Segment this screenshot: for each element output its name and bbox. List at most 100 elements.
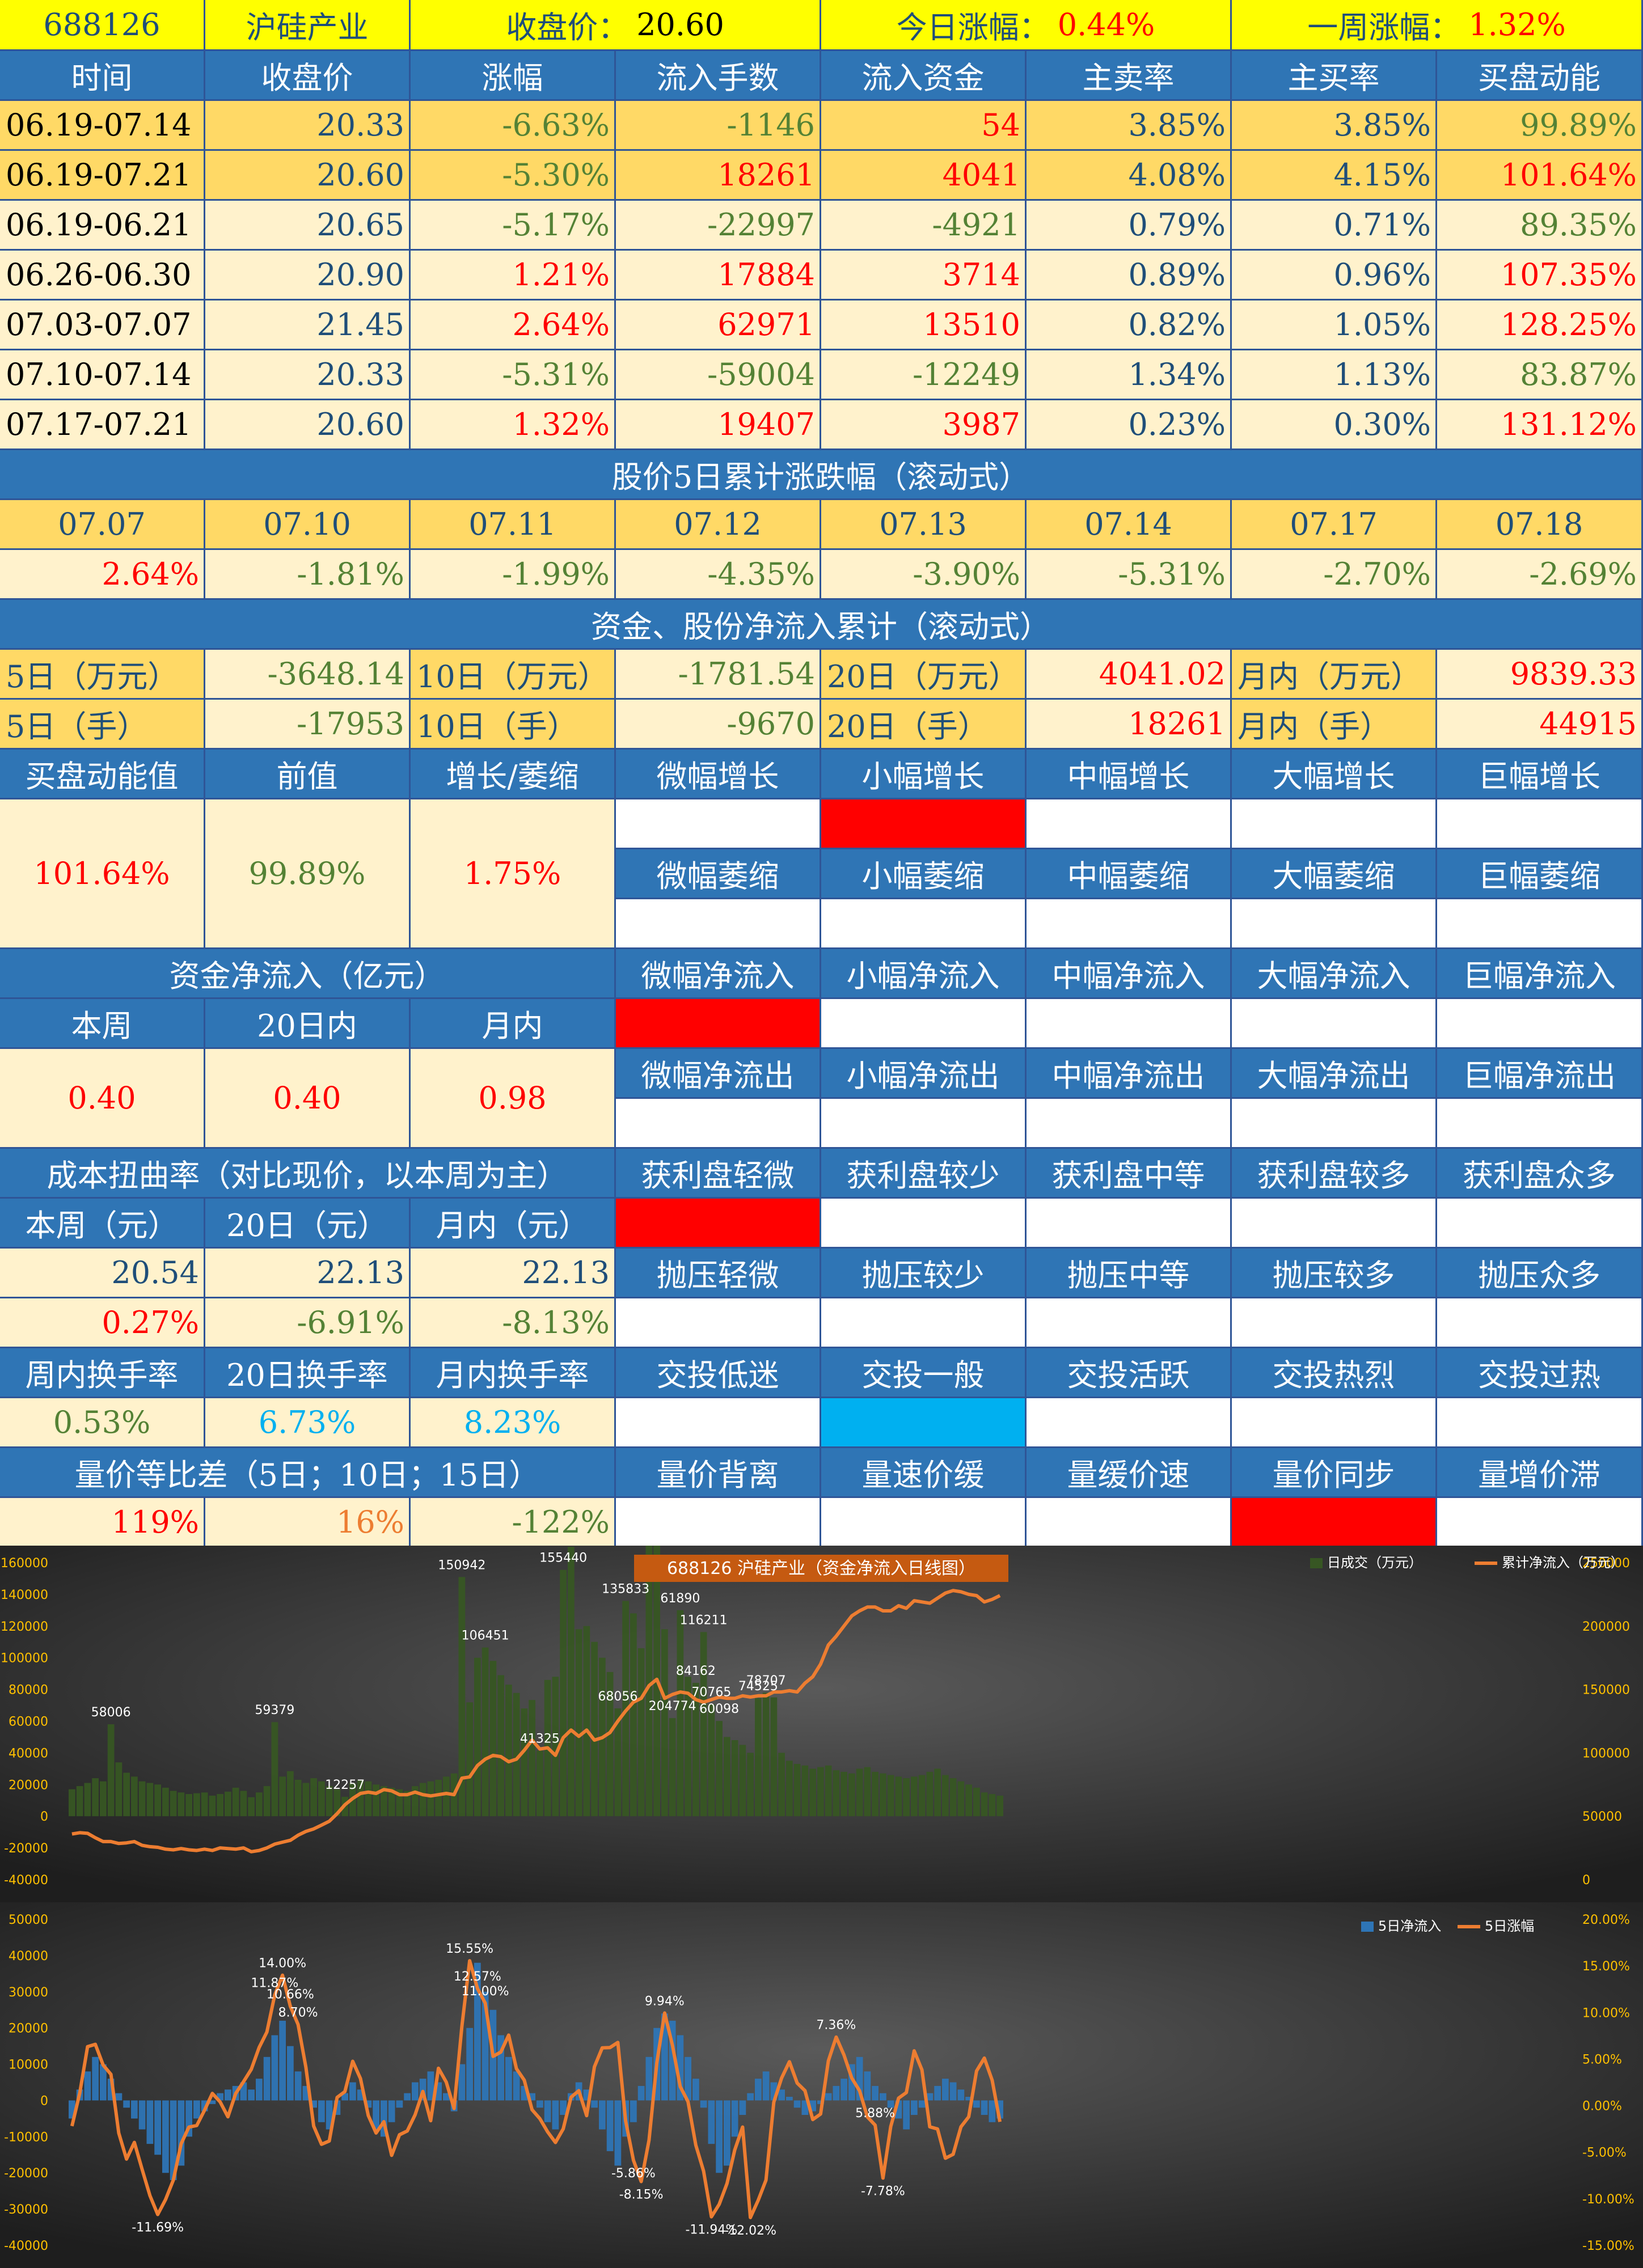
profit-scale-indicator	[1232, 1199, 1437, 1249]
outflow-scale-indicator	[1232, 1099, 1437, 1149]
vpr-scale-indicator	[616, 1498, 821, 1548]
bar-mark	[724, 2100, 730, 2166]
bar-mark	[209, 2100, 216, 2104]
turnover-scale-indicator	[1027, 1398, 1232, 1448]
bar-mark	[669, 1718, 676, 1817]
bar-mark	[256, 2079, 263, 2101]
bar-mark	[201, 2100, 208, 2112]
bar-mark	[318, 1781, 325, 1817]
bar-mark	[287, 1771, 294, 1817]
bar-mark	[435, 2082, 442, 2101]
column-header: 时间	[0, 51, 205, 101]
bar-mark	[809, 1768, 816, 1817]
bar-mark	[599, 2100, 606, 2130]
table-cell: 20.33	[205, 350, 411, 400]
table-cell: 0.82%	[1027, 301, 1232, 350]
table-row: 06.26-06.30 20.90 1.21% 17884 3714 0.89% 0.96%…	[0, 251, 1643, 301]
bar-mark	[69, 1789, 75, 1817]
bar-mark	[170, 1791, 177, 1817]
inflow-scale-label: 中幅净流入	[1027, 949, 1232, 999]
bar-mark	[333, 1789, 341, 1817]
y-left-tick: 0	[40, 2094, 48, 2108]
fund-value: 0.98	[411, 1049, 616, 1149]
netflow-value: -3648.14	[205, 650, 411, 700]
inflow-scale-indicator	[1232, 999, 1437, 1049]
bar-mark	[209, 1795, 216, 1817]
table-cell: 1.13%	[1232, 350, 1437, 400]
y-right-tick: -15.00%	[1582, 2239, 1634, 2253]
data-label: 59379	[255, 1703, 294, 1717]
pressure-scale-label: 抛压中等	[1027, 1249, 1232, 1298]
cost-rate: -6.91%	[205, 1298, 411, 1348]
bar-mark	[302, 1783, 310, 1817]
data-label: 155440	[539, 1551, 587, 1565]
pressure-scale-label: 抛压较少	[821, 1249, 1027, 1298]
bar-mark	[770, 2082, 778, 2101]
bar-mark	[357, 1779, 364, 1817]
table-header-row: 时间 收盘价 涨幅 流入手数 流入资金 主卖率 主买率 买盘动能	[0, 51, 1643, 101]
profit-scale-label: 获利盘众多	[1437, 1149, 1643, 1199]
bar-mark	[412, 2082, 419, 2101]
table-cell: 07.03-07.07	[0, 301, 205, 350]
table-cell: 20.90	[205, 251, 411, 301]
momentum-header: 买盘动能值	[0, 750, 205, 799]
table-cell: 0.79%	[1027, 201, 1232, 251]
y-left-tick: -40000	[4, 1873, 48, 1888]
fund-flow-chart: 160000 140000 120000 100000 80000 60000 40000 2…	[0, 1546, 1643, 1902]
turnover-header: 20日换手率	[205, 1348, 411, 1398]
bar-mark	[560, 2100, 567, 2115]
netflow-title-row: 资金、股份净流入累计（滚动式）	[0, 600, 1643, 650]
bar-mark	[466, 2028, 473, 2101]
bar-mark	[443, 2093, 450, 2101]
netflow-label: 5日（万元）	[0, 650, 205, 700]
y-left-tick: 160000	[1, 1556, 48, 1571]
bar-mark	[294, 1779, 302, 1817]
column-header: 主卖率	[1027, 51, 1232, 101]
data-label: 5.88%	[855, 2106, 895, 2121]
bar-mark	[170, 2100, 177, 2180]
rolling-title-row: 股价5日累计涨跌幅（滚动式）	[0, 450, 1643, 500]
turnover-scale-label: 交投低迷	[616, 1348, 821, 1398]
bar-mark	[154, 1784, 161, 1817]
data-label: 70765	[691, 1685, 731, 1699]
shrink-scale-indicator	[1232, 899, 1437, 949]
cost-rate: 0.27%	[0, 1298, 205, 1348]
bar-mark	[263, 1786, 271, 1817]
rolling-date: 07.18	[1437, 500, 1643, 550]
bar-mark	[637, 2085, 645, 2101]
bar-mark	[786, 2097, 793, 2101]
table-cell: 20.65	[205, 201, 411, 251]
bar-mark	[240, 2082, 247, 2101]
bar-mark	[217, 1794, 223, 1817]
table-row: 06.19-07.21 20.60 -5.30% 18261 4041 4.08% 4.15…	[0, 151, 1643, 201]
legend-swatch	[1361, 1922, 1374, 1932]
bar-mark	[76, 1786, 83, 1817]
bar-mark	[848, 1773, 855, 1817]
bar-mark	[996, 2100, 1003, 2119]
shrink-scale-label: 微幅萎缩	[616, 849, 821, 899]
y-left-tick: 50000	[9, 1913, 48, 1927]
legend-entry: 累计净流入（万元）	[1502, 1555, 1624, 1571]
bar-mark	[162, 2100, 169, 2173]
turnover-scale-indicator	[1437, 1398, 1643, 1448]
shrink-scale-indicator	[1027, 899, 1232, 949]
table-cell: 1.05%	[1232, 301, 1437, 350]
bar-mark	[989, 1794, 996, 1817]
bar-mark	[591, 2100, 598, 2108]
grow-scale-label: 巨幅增长	[1437, 750, 1643, 799]
netflow-value: -1781.54	[616, 650, 821, 700]
y-left-tick: 0	[40, 1810, 48, 1824]
bar-mark	[248, 2089, 255, 2101]
bar-mark	[747, 1753, 754, 1817]
table-cell: 19407	[616, 400, 821, 450]
cost-price: 22.13	[205, 1249, 411, 1298]
bar-mark	[568, 1547, 575, 1817]
table-cell: -5.30%	[411, 151, 616, 201]
bar-mark	[614, 2100, 622, 2166]
table-cell: -59004	[616, 350, 821, 400]
rolling-date: 07.13	[821, 500, 1027, 550]
vpr-scale-label: 量缓价速	[1027, 1448, 1232, 1498]
bar-mark	[388, 2100, 395, 2122]
table-row: 07.10-07.14 20.33 -5.31% -59004 -12249 1.34% 1…	[0, 350, 1643, 400]
week-change-value: 1.32%	[1468, 7, 1566, 43]
